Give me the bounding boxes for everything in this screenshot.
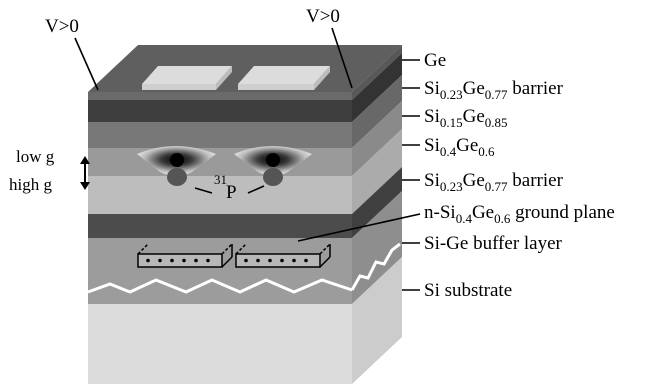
voltage-leader-right — [331, 27, 353, 89]
side-substrate — [352, 257, 402, 384]
donor-cone-right — [234, 146, 312, 186]
donor-leader-right — [247, 185, 265, 194]
ground-wire-right — [235, 243, 331, 268]
donor-leader-left — [194, 187, 213, 194]
donor-cone-left — [137, 146, 216, 186]
label-barrier-top: Si0.23Ge0.77 barrier — [424, 78, 564, 102]
up-down-arrow-icon — [80, 156, 90, 190]
donor-mass-number: 31 — [214, 172, 227, 187]
side-barrier-bottom — [352, 129, 402, 214]
side-ground-plane — [352, 167, 402, 238]
gate-electrode-left — [142, 66, 232, 90]
side-zigzag — [350, 242, 401, 291]
low-g-label: low g — [16, 147, 55, 166]
layer-ground-plane — [88, 214, 352, 238]
donor-element: P — [226, 182, 237, 203]
label-ground-plane: n-Si0.4Ge0.6 ground plane — [424, 202, 615, 226]
label-si015: Si0.15Ge0.85 — [424, 106, 508, 130]
side-si015 — [352, 75, 402, 148]
layer-si023-barrier-top — [88, 100, 352, 122]
side-si04 — [352, 101, 402, 176]
voltage-label-right: V>0 — [306, 6, 340, 27]
layer-si015ge085 — [88, 122, 352, 148]
label-barrier-bottom: Si0.23Ge0.77 barrier — [424, 170, 564, 194]
high-g-label: high g — [9, 175, 52, 194]
label-ge: Ge — [424, 50, 446, 71]
label-substrate: Si substrate — [424, 280, 512, 301]
leader-ground-plane — [297, 213, 421, 242]
gate-electrode-right — [238, 66, 330, 90]
label-buffer: Si-Ge buffer layer — [424, 233, 563, 254]
dotted-electrode-icon — [137, 253, 223, 268]
voltage-label-left: V>0 — [45, 16, 79, 37]
dotted-electrode-icon — [235, 253, 321, 268]
label-si04: Si0.4Ge0.6 — [424, 135, 495, 159]
layer-sige-buffer — [88, 238, 352, 304]
voltage-leader-left — [74, 37, 99, 91]
ground-wire-left — [137, 243, 233, 268]
layer-ge — [88, 92, 352, 100]
layer-si-substrate — [88, 304, 352, 384]
layer-si023-barrier-bottom — [88, 176, 352, 214]
side-barrier-top — [352, 53, 402, 122]
zigzag-icon — [87, 278, 353, 294]
side-ge — [352, 45, 402, 100]
